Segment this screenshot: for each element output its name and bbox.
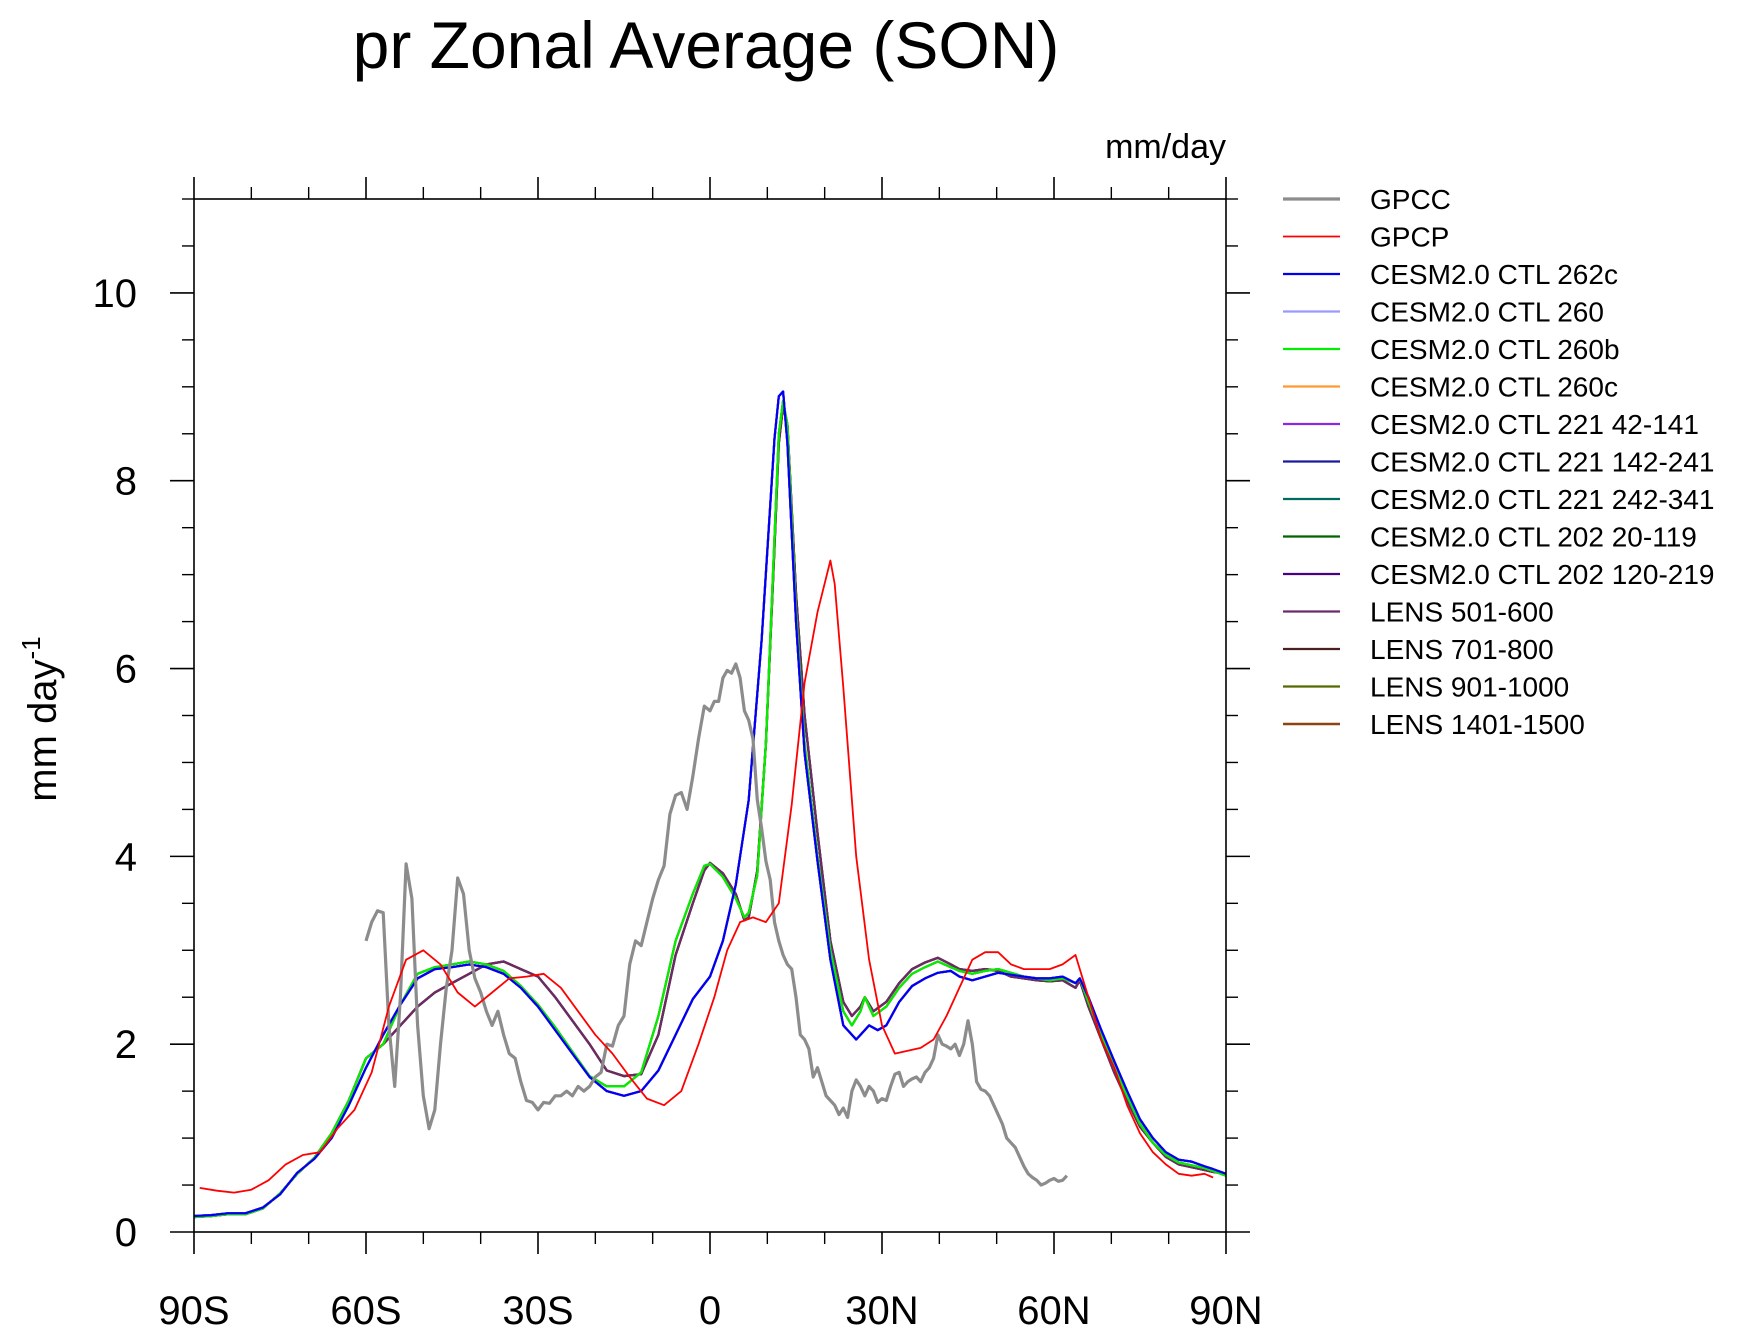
series-line: [194, 399, 1226, 1219]
legend-label: CESM2.0 CTL 221 242-341: [1370, 484, 1715, 515]
series-line: [194, 399, 1226, 1219]
x-tick-label: 60S: [330, 1289, 401, 1333]
legend-entry: CESM2.0 CTL 202 20-119: [1283, 522, 1697, 553]
series-line: [194, 404, 1226, 1219]
legend-entry: CESM2.0 CTL 260b: [1283, 334, 1620, 365]
y-tick-label: 8: [115, 460, 137, 504]
y-axis-title: mm day-1: [16, 636, 65, 801]
series-line: [194, 390, 1226, 1218]
legend-entry: LENS 701-800: [1283, 634, 1554, 665]
y-axis-title-superscript: -1: [16, 636, 46, 659]
legend-entry: GPCP: [1283, 222, 1449, 253]
y-tick-label: 4: [115, 835, 137, 879]
legend-label: CESM2.0 CTL 221 42-141: [1370, 409, 1699, 440]
legend-entry: LENS 901-1000: [1283, 672, 1569, 703]
legend-label: CESM2.0 CTL 221 142-241: [1370, 447, 1715, 478]
legend-entry: CESM2.0 CTL 221 242-341: [1283, 484, 1715, 515]
y-tick-label: 0: [115, 1211, 137, 1255]
series-line: [194, 404, 1226, 1219]
legend-entry: CESM2.0 CTL 260: [1283, 297, 1604, 328]
x-tick-label: 90N: [1189, 1289, 1262, 1333]
series-line: [194, 390, 1226, 1218]
series-line: [194, 390, 1226, 1218]
x-tick-label: 0: [699, 1289, 721, 1333]
legend-entry: GPCC: [1283, 184, 1451, 215]
series-line: [194, 404, 1226, 1219]
y-axis-title-main: mm day: [21, 659, 65, 801]
x-tick-label: 30N: [845, 1289, 918, 1333]
legend: GPCC GPCP CESM2.0 CTL 262c CESM2.0 CTL 260 C…: [1283, 184, 1715, 740]
legend-label: LENS 701-800: [1370, 634, 1554, 665]
legend-entry: LENS 1401-1500: [1283, 709, 1585, 740]
legend-entry: CESM2.0 CTL 221 42-141: [1283, 409, 1699, 440]
plot-frame: [193, 198, 1227, 1233]
series-line: [199, 559, 1214, 1194]
legend-label: LENS 501-600: [1370, 597, 1554, 628]
series-line: [364, 662, 1069, 1187]
series-line: [194, 404, 1226, 1219]
y-tick-label: 10: [93, 272, 138, 316]
legend-entry: CESM2.0 CTL 221 142-241: [1283, 447, 1715, 478]
legend-label: LENS 901-1000: [1370, 672, 1569, 703]
legend-entry: CESM2.0 CTL 202 120-219: [1283, 559, 1715, 590]
x-tick-label: 30S: [502, 1289, 573, 1333]
x-tick-label: 60N: [1017, 1289, 1090, 1333]
plot-area: [194, 390, 1226, 1219]
series-line: [194, 399, 1226, 1219]
series-line: [194, 390, 1226, 1218]
legend-label: CESM2.0 CTL 202 120-219: [1370, 559, 1715, 590]
y-tick-label: 6: [115, 648, 137, 692]
legend-entry: CESM2.0 CTL 260c: [1283, 372, 1618, 403]
legend-label: CESM2.0 CTL 260b: [1370, 334, 1620, 365]
axes: 90S 60S 30S 0 30N 60N 90N 0 2 4 6 8 10: [93, 177, 1263, 1333]
legend-label: CESM2.0 CTL 260c: [1370, 372, 1618, 403]
legend-label: LENS 1401-1500: [1370, 709, 1585, 740]
series-line: [194, 399, 1226, 1219]
legend-entry: LENS 501-600: [1283, 597, 1554, 628]
legend-label: CESM2.0 CTL 260: [1370, 297, 1604, 328]
y-tick-label: 2: [115, 1023, 137, 1067]
series-line: [194, 390, 1226, 1218]
legend-label: CESM2.0 CTL 202 20-119: [1370, 522, 1697, 553]
legend-entry: CESM2.0 CTL 262c: [1283, 259, 1618, 290]
legend-label: GPCP: [1370, 222, 1449, 253]
chart-title: pr Zonal Average (SON): [353, 8, 1060, 82]
legend-label: GPCC: [1370, 184, 1451, 215]
units-label: mm/day: [1105, 128, 1226, 166]
legend-label: CESM2.0 CTL 262c: [1370, 259, 1618, 290]
x-tick-label: 90S: [158, 1289, 229, 1333]
